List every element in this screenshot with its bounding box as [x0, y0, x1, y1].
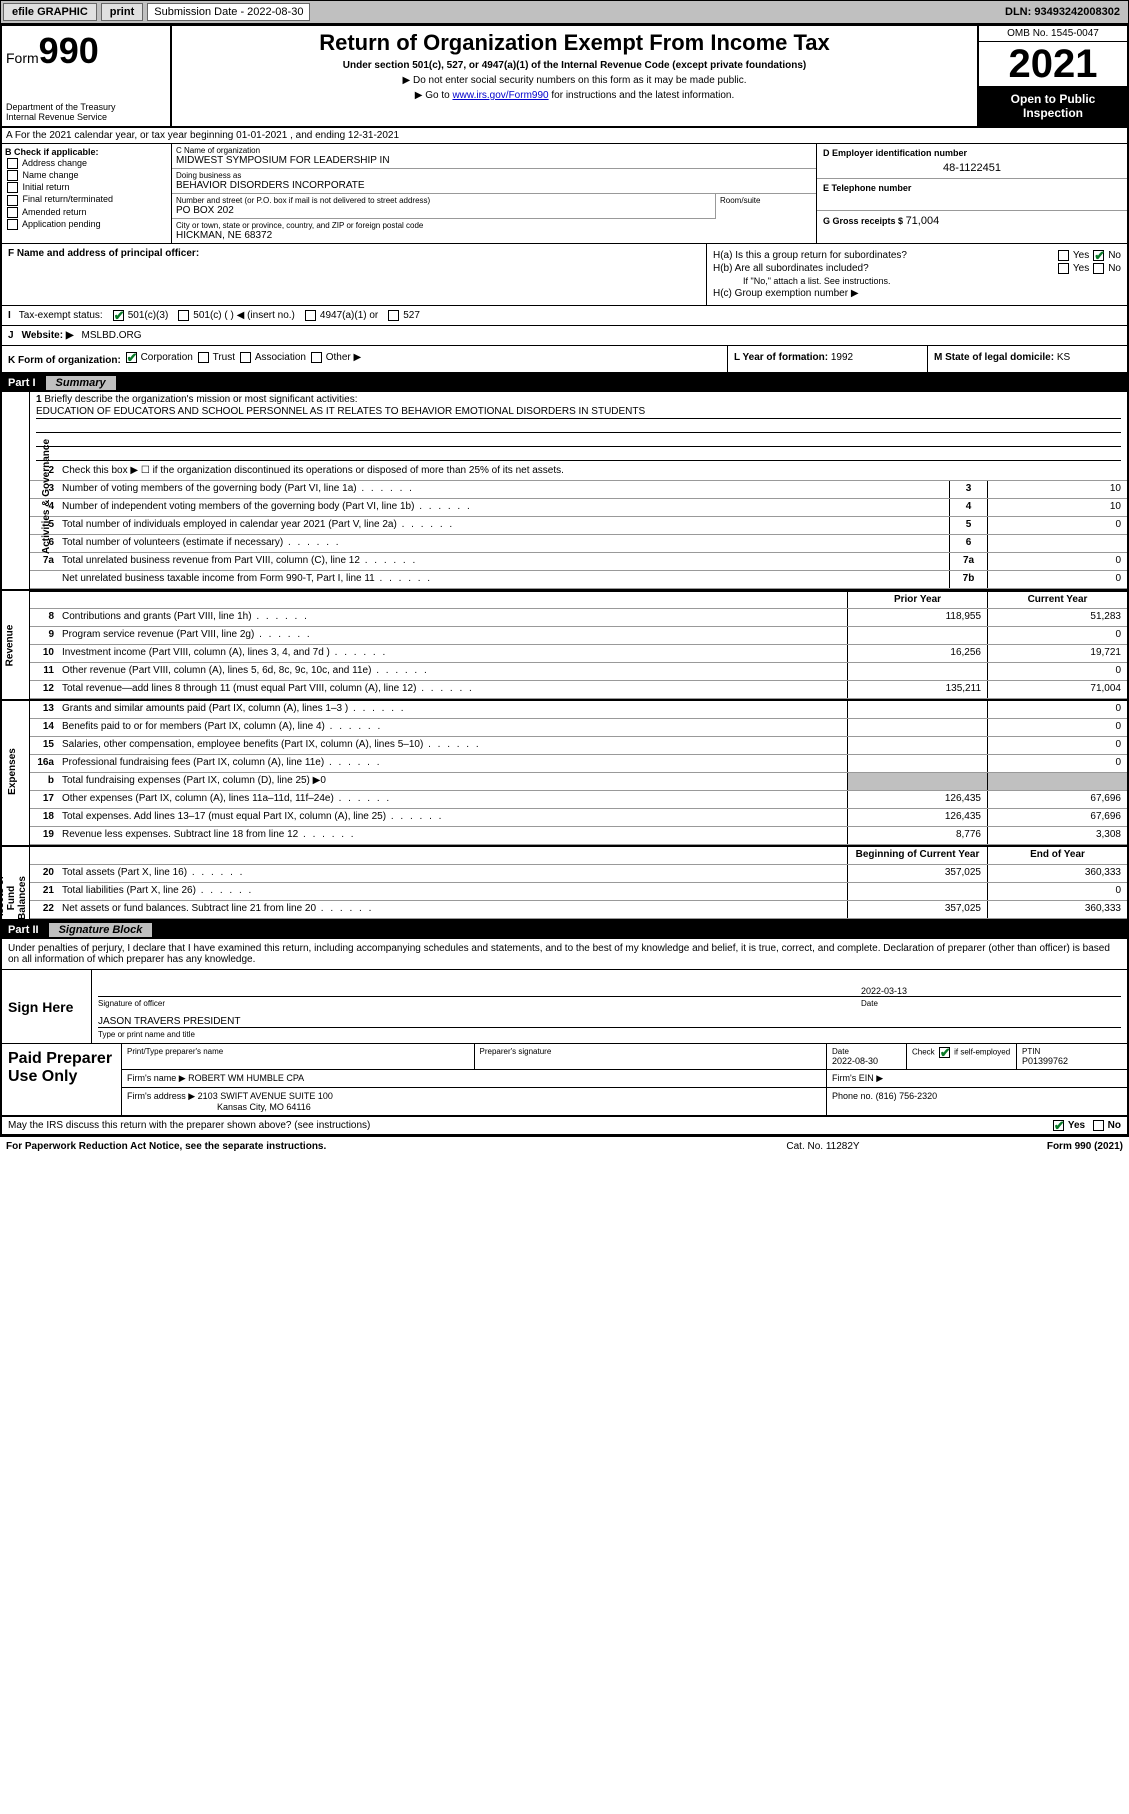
- summary-line: 22Net assets or fund balances. Subtract …: [30, 901, 1127, 919]
- submission-date: Submission Date - 2022-08-30: [147, 3, 310, 21]
- officer-name: JASON TRAVERS PRESIDENT: [98, 1016, 1121, 1027]
- group-governance: Activities & Governance 1 Briefly descri…: [2, 392, 1127, 591]
- form-header: Form990 Department of the Treasury Inter…: [2, 26, 1127, 128]
- summary-line: 5Total number of individuals employed in…: [30, 517, 1127, 535]
- paid-preparer-label: Paid Preparer Use Only: [2, 1044, 122, 1115]
- firm-addr1: 2103 SWIFT AVENUE SUITE 100: [198, 1091, 333, 1101]
- org-name: MIDWEST SYMPOSIUM FOR LEADERSHIP IN: [176, 155, 812, 166]
- summary-line: 8Contributions and grants (Part VIII, li…: [30, 609, 1127, 627]
- cb-4947[interactable]: 4947(a)(1) or: [303, 310, 378, 321]
- line-a: A For the 2021 calendar year, or tax yea…: [2, 128, 1127, 144]
- part1-header: Part I Summary: [2, 374, 1127, 392]
- open-public-badge: Open to Public Inspection: [979, 86, 1127, 126]
- group-expenses: Expenses 13Grants and similar amounts pa…: [2, 701, 1127, 847]
- telephone: [823, 193, 1121, 197]
- prep-date: 2022-08-30: [832, 1056, 901, 1066]
- cb-name-change[interactable]: Name change: [5, 170, 168, 181]
- form-frame: Form990 Department of the Treasury Inter…: [0, 24, 1129, 1137]
- ein: 48-1122451: [823, 158, 1121, 174]
- tax-year: 2021: [979, 42, 1127, 86]
- print-button[interactable]: print: [101, 3, 143, 21]
- goto-note: ▶ Go to www.irs.gov/Form990 for instruct…: [178, 90, 971, 101]
- form-title: Return of Organization Exempt From Incom…: [178, 30, 971, 56]
- summary-line: 14Benefits paid to or for members (Part …: [30, 719, 1127, 737]
- sig-disclaimer: Under penalties of perjury, I declare th…: [2, 939, 1127, 970]
- sign-here-label: Sign Here: [2, 970, 92, 1043]
- topbar: efile GRAPHIC print Submission Date - 20…: [0, 0, 1129, 24]
- form-subtitle: Under section 501(c), 527, or 4947(a)(1)…: [178, 60, 971, 71]
- summary-line: 15Salaries, other compensation, employee…: [30, 737, 1127, 755]
- line-i: I Tax-exempt status: 501(c)(3) 501(c) ( …: [2, 306, 1127, 326]
- summary-line: 21Total liabilities (Part X, line 26)0: [30, 883, 1127, 901]
- cb-other[interactable]: Other ▶: [309, 352, 361, 363]
- box-c: C Name of organization MIDWEST SYMPOSIUM…: [172, 144, 817, 243]
- dba: BEHAVIOR DISORDERS INCORPORATE: [176, 180, 812, 191]
- summary-line: 6Total number of volunteers (estimate if…: [30, 535, 1127, 553]
- discuss-row: May the IRS discuss this return with the…: [2, 1117, 1127, 1135]
- cb-discuss-no[interactable]: No: [1091, 1120, 1121, 1131]
- summary-line: 7aTotal unrelated business revenue from …: [30, 553, 1127, 571]
- cb-address-change[interactable]: Address change: [5, 158, 168, 169]
- gross-receipts: 71,004: [906, 211, 940, 227]
- summary-line: 11Other revenue (Part VIII, column (A), …: [30, 663, 1127, 681]
- cb-amended-return[interactable]: Amended return: [5, 207, 168, 218]
- box-f: F Name and address of principal officer:: [2, 244, 707, 305]
- part2-header: Part II Signature Block: [2, 921, 1127, 939]
- room-suite: Room/suite: [716, 194, 816, 219]
- omb-number: OMB No. 1545-0047: [979, 26, 1127, 42]
- sig-date: 2022-03-13: [861, 986, 1121, 996]
- cb-self-employed[interactable]: [939, 1047, 950, 1058]
- cb-corporation[interactable]: Corporation: [124, 352, 193, 363]
- firm-name: ROBERT WM HUMBLE CPA: [188, 1073, 304, 1083]
- cb-501c3[interactable]: 501(c)(3): [111, 310, 169, 321]
- line-m: M State of legal domicile: KS: [927, 346, 1127, 372]
- line-k: K Form of organization: Corporation Trus…: [2, 346, 727, 372]
- box-h: H(a) Is this a group return for subordin…: [707, 244, 1127, 305]
- summary-line: 10Investment income (Part VIII, column (…: [30, 645, 1127, 663]
- line-l: L Year of formation: 1992: [727, 346, 927, 372]
- group-revenue: Revenue Prior YearCurrent Year 8Contribu…: [2, 591, 1127, 701]
- summary-line: 3Number of voting members of the governi…: [30, 481, 1127, 499]
- summary-line: 12Total revenue—add lines 8 through 11 (…: [30, 681, 1127, 699]
- summary-line: 17Other expenses (Part IX, column (A), l…: [30, 791, 1127, 809]
- box-d: D Employer identification number 48-1122…: [817, 144, 1127, 243]
- website: MSLBD.ORG: [82, 330, 142, 341]
- summary-line: 4Number of independent voting members of…: [30, 499, 1127, 517]
- summary-line: 13Grants and similar amounts paid (Part …: [30, 701, 1127, 719]
- ssn-note: ▶ Do not enter social security numbers o…: [178, 75, 971, 86]
- city-state-zip: HICKMAN, NE 68372: [176, 230, 812, 241]
- ptin: P01399762: [1022, 1056, 1122, 1066]
- summary-line: 9Program service revenue (Part VIII, lin…: [30, 627, 1127, 645]
- street-address: PO BOX 202: [176, 205, 711, 216]
- efile-button[interactable]: efile GRAPHIC: [3, 3, 97, 21]
- summary-line: 16aProfessional fundraising fees (Part I…: [30, 755, 1127, 773]
- summary-line: Net unrelated business taxable income fr…: [30, 571, 1127, 589]
- cb-501c[interactable]: 501(c) ( ) ◀ (insert no.): [176, 310, 295, 321]
- cb-527[interactable]: 527: [386, 310, 420, 321]
- cb-discuss-yes[interactable]: Yes: [1051, 1120, 1085, 1131]
- firm-phone: (816) 756-2320: [876, 1091, 938, 1101]
- summary-line: 19Revenue less expenses. Subtract line 1…: [30, 827, 1127, 845]
- line-j: J Website: ▶ MSLBD.ORG: [2, 326, 1127, 346]
- dept-treasury: Department of the Treasury Internal Reve…: [6, 102, 166, 122]
- dln: DLN: 93493242008302: [1005, 6, 1126, 18]
- group-netassets: Net Assets or Fund Balances Beginning of…: [2, 847, 1127, 921]
- cb-application-pending[interactable]: Application pending: [5, 219, 168, 230]
- page-footer: For Paperwork Reduction Act Notice, see …: [0, 1137, 1129, 1156]
- summary-line: bTotal fundraising expenses (Part IX, co…: [30, 773, 1127, 791]
- cb-final-return[interactable]: Final return/terminated: [5, 194, 168, 205]
- firm-addr2: Kansas City, MO 64116: [127, 1102, 311, 1112]
- box-b: B Check if applicable: Address change Na…: [2, 144, 172, 243]
- summary-line: 18Total expenses. Add lines 13–17 (must …: [30, 809, 1127, 827]
- cb-trust[interactable]: Trust: [196, 352, 235, 363]
- irs-link[interactable]: www.irs.gov/Form990: [452, 90, 548, 101]
- form-number: Form990: [6, 30, 166, 72]
- mission-text: EDUCATION OF EDUCATORS AND SCHOOL PERSON…: [36, 405, 1121, 419]
- summary-line: 20Total assets (Part X, line 16)357,0253…: [30, 865, 1127, 883]
- cb-initial-return[interactable]: Initial return: [5, 182, 168, 193]
- cb-association[interactable]: Association: [238, 352, 306, 363]
